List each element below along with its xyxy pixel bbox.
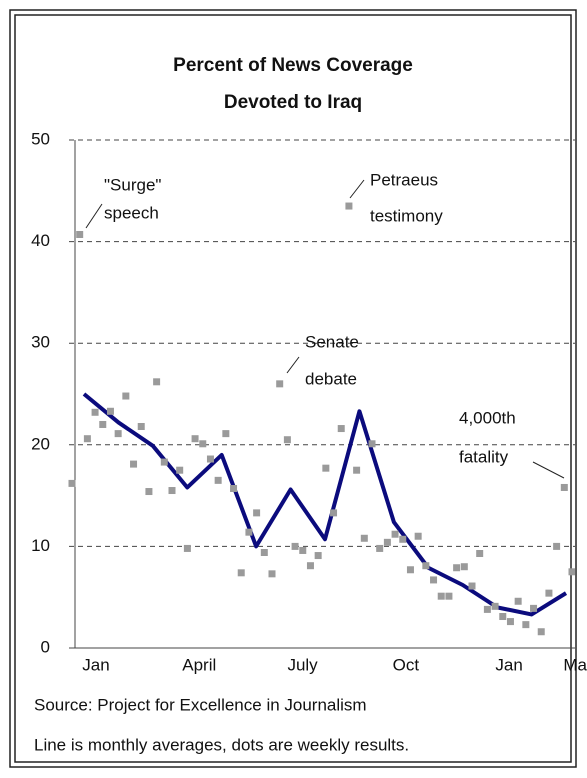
weekly-dot (437, 592, 445, 600)
weekly-dot (414, 532, 422, 540)
weekly-dot (130, 460, 138, 468)
weekly-dot (353, 466, 361, 474)
y-tick-label: 20 (31, 434, 50, 453)
weekly-dot (545, 589, 553, 597)
weekly-dot (560, 483, 568, 491)
weekly-dot (168, 487, 176, 495)
x-tick-label: Mar (563, 655, 587, 674)
weekly-dot (114, 430, 122, 438)
annotation: debate (305, 369, 357, 388)
weekly-dot (260, 548, 268, 556)
weekly-dot (391, 530, 399, 538)
weekly-dot (160, 458, 168, 466)
weekly-dot (206, 455, 214, 463)
weekly-dot (568, 568, 576, 576)
annotation: "Surge" (104, 175, 161, 194)
weekly-dot (314, 552, 322, 560)
weekly-dot (337, 425, 345, 433)
weekly-dot (253, 509, 261, 517)
weekly-dot (99, 420, 107, 428)
y-tick-label: 50 (31, 129, 50, 148)
weekly-dot (406, 566, 414, 574)
x-tick-label: Jan (495, 655, 522, 674)
weekly-dot (537, 628, 545, 636)
weekly-dot (245, 528, 253, 536)
x-tick-label: July (287, 655, 318, 674)
weekly-dot (383, 538, 391, 546)
chart-title: Percent of News Coverage (173, 55, 413, 76)
y-tick-label: 0 (41, 637, 50, 656)
weekly-dot (499, 613, 507, 621)
x-tick-label: Jan (82, 655, 109, 674)
annotation: testimony (370, 206, 443, 225)
annotation-leader (85, 203, 103, 229)
weekly-dot (360, 534, 368, 542)
weekly-dot (445, 592, 453, 600)
weekly-dot (268, 570, 276, 578)
chart-title: Devoted to Iraq (224, 92, 362, 113)
weekly-dot (514, 597, 522, 605)
weekly-dot (330, 509, 338, 517)
weekly-dot (506, 618, 514, 626)
annotation-leader (286, 356, 300, 374)
weekly-dot (345, 202, 353, 210)
weekly-dot (76, 230, 84, 238)
weekly-dot (299, 546, 307, 554)
weekly-dot (491, 602, 499, 610)
annotation-leader (349, 179, 365, 199)
weekly-dot (322, 464, 330, 472)
weekly-dot (306, 562, 314, 570)
weekly-dot (230, 484, 238, 492)
weekly-dot (468, 582, 476, 590)
weekly-dot (191, 435, 199, 443)
weekly-dot (476, 550, 484, 558)
inner-frame (14, 14, 572, 763)
weekly-dot (422, 562, 430, 570)
weekly-dot (145, 488, 153, 496)
outer-frame (9, 9, 577, 768)
weekly-dot (137, 423, 145, 431)
weekly-dot (553, 542, 561, 550)
weekly-dot (291, 542, 299, 550)
x-tick-label: April (182, 655, 216, 674)
weekly-dot (276, 380, 284, 388)
weekly-dot (453, 564, 461, 572)
weekly-dot (214, 476, 222, 484)
y-tick-label: 40 (31, 231, 50, 250)
annotation: Senate (305, 332, 359, 351)
weekly-dot (68, 479, 76, 487)
weekly-dot (176, 466, 184, 474)
weekly-dot (237, 569, 245, 577)
weekly-dot (530, 604, 538, 612)
annotation: 4,000th (459, 408, 516, 427)
weekly-dot (153, 378, 161, 386)
weekly-dot (460, 563, 468, 571)
weekly-dot (183, 544, 191, 552)
weekly-dot (376, 544, 384, 552)
x-tick-label: Oct (393, 655, 420, 674)
weekly-dot (106, 407, 114, 415)
note: Line is monthly averages, dots are weekl… (34, 735, 409, 754)
annotation: speech (104, 203, 159, 222)
weekly-dot (483, 605, 491, 613)
weekly-dot (399, 535, 407, 543)
weekly-dot (83, 435, 91, 443)
annotation: fatality (459, 447, 509, 466)
source: Source: Project for Excellence in Journa… (34, 695, 367, 714)
weekly-dot (222, 430, 230, 438)
weekly-dot (522, 621, 530, 629)
weekly-dot (430, 576, 438, 584)
weekly-dot (199, 440, 207, 448)
annotation-leader (532, 461, 565, 479)
weekly-dot (368, 440, 376, 448)
y-tick-label: 10 (31, 536, 50, 555)
weekly-dot (283, 436, 291, 444)
y-tick-label: 30 (31, 333, 50, 352)
weekly-dot (91, 408, 99, 416)
weekly-dot (122, 392, 130, 400)
annotation: Petraeus (370, 170, 438, 189)
